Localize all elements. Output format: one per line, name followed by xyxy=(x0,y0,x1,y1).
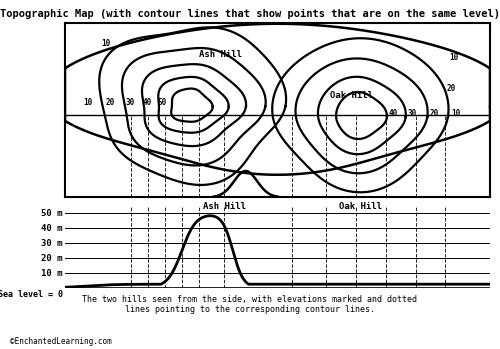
Text: ©EnchantedLearning.com: ©EnchantedLearning.com xyxy=(10,336,112,346)
Text: 10: 10 xyxy=(450,53,459,62)
Text: The two hills seen from the side, with elevations marked and dotted: The two hills seen from the side, with e… xyxy=(82,295,417,304)
Text: 10: 10 xyxy=(101,39,110,48)
Text: 20 m: 20 m xyxy=(42,254,63,262)
Text: 20: 20 xyxy=(430,109,438,118)
Text: 10: 10 xyxy=(83,98,92,107)
Text: 30 m: 30 m xyxy=(42,239,63,248)
Text: 40: 40 xyxy=(142,98,152,107)
Text: 20: 20 xyxy=(106,98,114,107)
Text: Ash Hill: Ash Hill xyxy=(198,50,242,59)
Text: Sea level = 0: Sea level = 0 xyxy=(0,290,62,299)
Text: 20: 20 xyxy=(446,84,456,94)
Text: 50: 50 xyxy=(158,98,167,107)
Text: 40 m: 40 m xyxy=(42,224,63,233)
Text: 10: 10 xyxy=(452,109,461,118)
Text: 10 m: 10 m xyxy=(42,268,63,277)
Text: 50 m: 50 m xyxy=(42,209,63,218)
Text: Topographic Map (with contour lines that show points that are on the same level): Topographic Map (with contour lines that… xyxy=(0,9,500,19)
Text: 30: 30 xyxy=(407,109,416,118)
Text: 40: 40 xyxy=(388,109,398,118)
Text: Oak Hill: Oak Hill xyxy=(330,91,374,101)
Text: Oak Hill: Oak Hill xyxy=(339,202,382,211)
Text: lines pointing to the corresponding contour lines.: lines pointing to the corresponding cont… xyxy=(125,305,375,314)
Text: Ash Hill: Ash Hill xyxy=(203,202,246,211)
Text: 30: 30 xyxy=(126,98,134,107)
